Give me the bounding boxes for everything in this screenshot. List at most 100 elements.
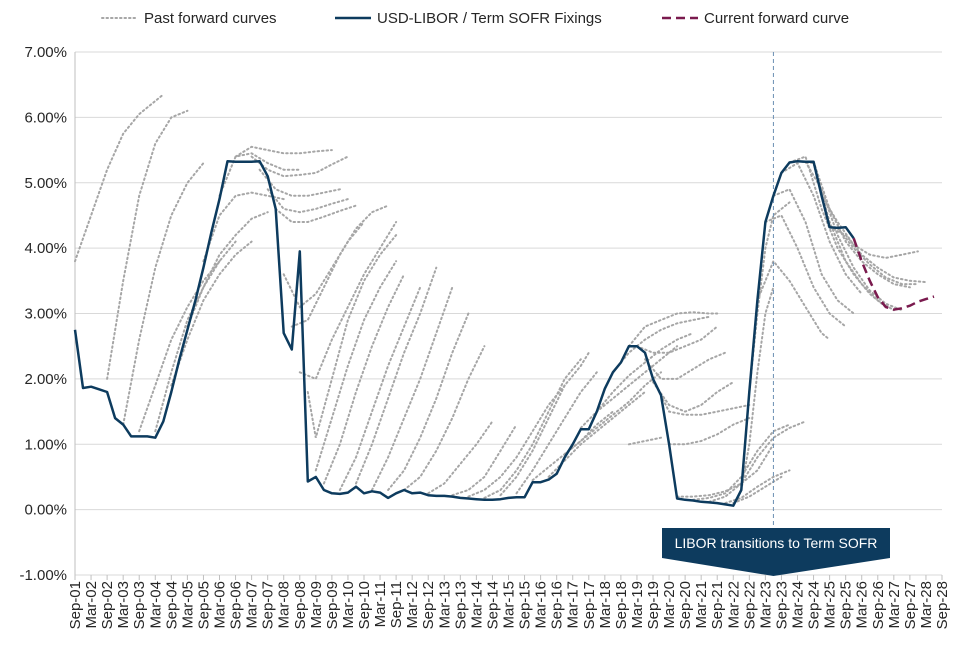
past-forward-curve xyxy=(780,161,863,295)
past-forward-curve xyxy=(756,259,831,341)
x-tick-label: Sep-01 xyxy=(67,581,84,629)
x-tick-label: Sep-14 xyxy=(484,581,501,629)
x-tick-label: Sep-05 xyxy=(195,581,212,629)
past-forward-curve xyxy=(467,384,566,498)
x-tick-label: Sep-19 xyxy=(645,581,662,629)
x-tick-label: Mar-02 xyxy=(83,581,100,629)
x-tick-label: Sep-07 xyxy=(260,581,277,629)
legend: Past forward curves USD-LIBOR / Term SOFR… xyxy=(101,10,849,27)
past-forward-curve xyxy=(451,423,518,497)
past-forward-curve xyxy=(796,160,895,312)
x-tick-label: Mar-28 xyxy=(918,581,935,629)
x-tick-label: Sep-08 xyxy=(292,581,309,629)
past-forward-curve xyxy=(355,266,438,485)
past-forward-curve xyxy=(644,351,727,380)
x-tick-label: Sep-21 xyxy=(709,581,726,629)
x-tick-label: Mar-18 xyxy=(597,581,614,629)
x-tick-label: Mar-09 xyxy=(308,581,325,629)
x-tick-label: Sep-06 xyxy=(228,581,245,629)
past-forward-curve xyxy=(635,325,719,354)
past-forward-curve xyxy=(306,234,398,438)
past-forward-curve xyxy=(660,394,751,416)
y-tick-label: 7.00% xyxy=(24,44,67,61)
y-tick-label: 3.00% xyxy=(24,306,67,323)
x-tick-label: Mar-03 xyxy=(115,581,132,629)
x-tick-label: Sep-17 xyxy=(581,581,598,629)
legend-label-cur: Current forward curve xyxy=(704,10,849,27)
past-forward-curve xyxy=(611,315,711,374)
x-tick-label: Mar-04 xyxy=(147,581,164,629)
past-forward-curve xyxy=(668,417,751,446)
y-tick-label: 0.00% xyxy=(24,502,67,519)
annotation-box xyxy=(662,528,890,558)
past-forward-curve xyxy=(403,345,486,491)
past-forward-curve xyxy=(218,152,301,197)
past-forward-curve xyxy=(250,155,349,178)
x-tick-label: Mar-16 xyxy=(533,581,550,629)
past-forward-curves xyxy=(74,93,927,505)
past-forward-curve xyxy=(563,371,662,456)
past-forward-curve xyxy=(772,188,855,315)
past-forward-curve xyxy=(138,260,221,433)
x-tick-label: Sep-22 xyxy=(741,581,758,629)
past-forward-curve xyxy=(258,168,341,197)
past-forward-curve xyxy=(274,204,357,223)
x-tick-label: Mar-12 xyxy=(404,581,421,629)
x-tick-label: Sep-04 xyxy=(163,581,180,629)
x-tick-label: Sep-10 xyxy=(356,581,373,629)
x-tick-label: Sep-24 xyxy=(806,581,823,629)
past-forward-curve xyxy=(627,311,719,348)
past-forward-curve xyxy=(652,381,735,413)
y-tick-label: 5.00% xyxy=(24,175,67,192)
past-forward-curve xyxy=(828,226,927,284)
past-forward-curve xyxy=(708,420,807,503)
x-tick-label: Sep-11 xyxy=(388,581,405,628)
current-forward-line xyxy=(852,237,935,311)
past-forward-curve xyxy=(154,240,237,433)
x-tick-label: Mar-06 xyxy=(212,581,229,629)
past-forward-curve xyxy=(764,214,847,328)
x-tick-label: Sep-02 xyxy=(99,581,116,629)
past-forward-curve xyxy=(338,286,422,491)
y-tick-label: 4.00% xyxy=(24,240,67,257)
x-tick-label: Mar-05 xyxy=(179,581,196,629)
past-forward-curve xyxy=(547,391,646,478)
past-forward-curve xyxy=(804,160,903,312)
past-forward-curve xyxy=(676,443,775,498)
past-forward-curve xyxy=(836,226,919,286)
x-axis: Sep-01 Mar-02 Sep-02 Mar-03 Sep-03 Mar-04 Sep-… xyxy=(67,575,951,629)
x-tick-label: Mar-22 xyxy=(725,581,742,629)
past-forward-curve xyxy=(387,312,470,491)
y-axis: -1.00% 0.00% 1.00% 2.00% 3.00% 4.00% 5.00% 6.00… xyxy=(19,44,67,584)
past-forward-curve xyxy=(74,93,165,263)
y-tick-label: -1.00% xyxy=(19,567,67,584)
grid xyxy=(74,51,942,576)
x-tick-label: Sep-09 xyxy=(324,581,341,629)
legend-label-fix: USD-LIBOR / Term SOFR Fixings xyxy=(377,10,602,27)
x-tick-label: Sep-15 xyxy=(517,581,534,629)
fixings-series xyxy=(73,159,855,507)
past-forward-curve xyxy=(748,201,791,393)
y-tick-label: 6.00% xyxy=(24,109,67,126)
past-forward-curve xyxy=(627,436,662,446)
annotation: LIBOR transitions to Term SOFR xyxy=(662,528,890,576)
past-forward-curve xyxy=(740,286,775,491)
x-tick-label: Mar-10 xyxy=(340,581,357,629)
x-tick-label: Sep-20 xyxy=(677,581,694,629)
past-forward-curve xyxy=(266,188,349,214)
annotation-arrow xyxy=(662,558,890,576)
x-tick-label: Sep-27 xyxy=(902,581,919,629)
x-tick-label: Mar-20 xyxy=(661,581,678,629)
legend-label-past: Past forward curves xyxy=(144,10,277,27)
x-tick-label: Mar-27 xyxy=(886,581,903,629)
x-tick-label: Mar-19 xyxy=(629,581,646,629)
x-tick-label: Mar-15 xyxy=(501,581,518,629)
x-tick-label: Sep-23 xyxy=(773,581,790,629)
x-tick-label: Mar-08 xyxy=(276,581,293,629)
past-forward-curve xyxy=(515,371,598,495)
past-forward-curve xyxy=(322,273,406,485)
x-tick-label: Sep-25 xyxy=(838,581,855,629)
past-forward-curve xyxy=(371,286,454,491)
y-tick-label: 1.00% xyxy=(24,436,67,453)
